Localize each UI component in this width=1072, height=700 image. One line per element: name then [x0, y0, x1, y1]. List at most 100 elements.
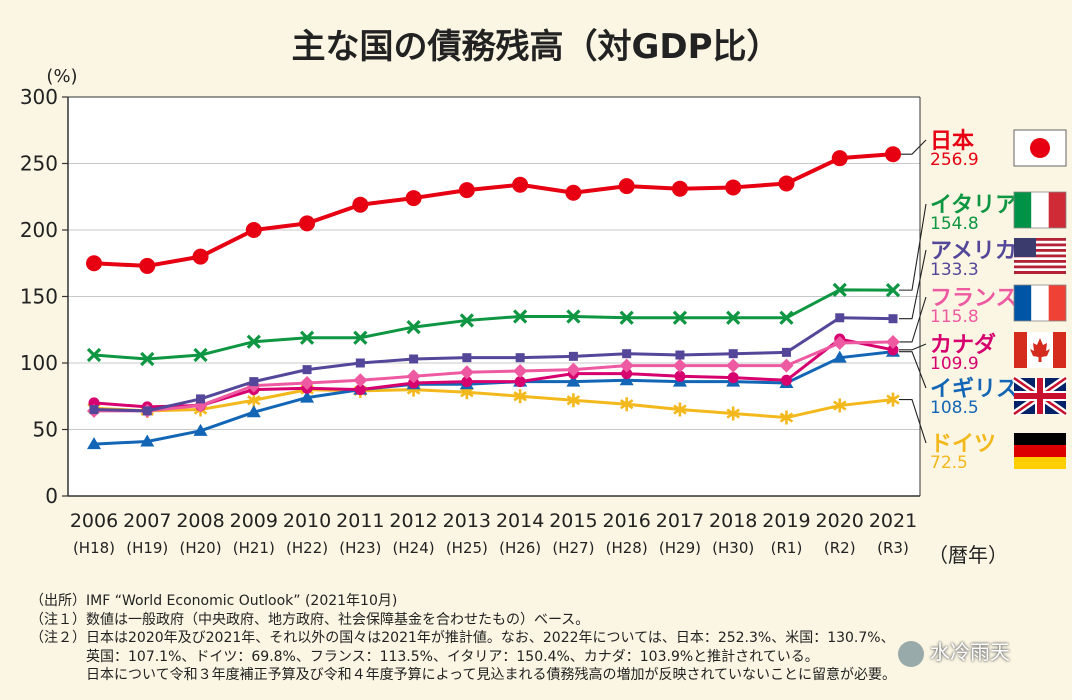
data-point: [780, 374, 792, 386]
data-point: [245, 222, 262, 238]
data-point: [405, 190, 422, 207]
x-era-label: (R2): [824, 539, 856, 557]
data-point: [886, 334, 900, 349]
x-tick-label: 2008: [176, 510, 224, 532]
x-tick-label: 2019: [762, 510, 810, 532]
legend-value-1: 154.8: [930, 214, 979, 234]
data-point: [89, 405, 99, 415]
data-point: [835, 313, 845, 323]
data-point: [353, 373, 368, 388]
x-era-label: (H30): [712, 539, 754, 557]
data-point: [302, 365, 312, 375]
leader-line-4: [899, 343, 927, 351]
legend-name-5: イギリス: [930, 377, 1018, 402]
chart-title: 主な国の債務残高（対GDP比）: [291, 27, 780, 67]
data-point: [619, 358, 634, 373]
data-point: [86, 347, 102, 363]
data-point: [779, 358, 794, 373]
footnotes: （出所）IMF “World Economic Outlook” (2021年1…: [30, 592, 1070, 685]
legend-name-3: フランス: [930, 286, 1018, 311]
data-point: [885, 146, 901, 163]
y-tick-label: 150: [20, 285, 58, 309]
data-point: [566, 393, 581, 408]
data-point: [726, 406, 740, 421]
x-era-label: (H18): [73, 539, 115, 557]
series-line: [94, 340, 894, 413]
data-point: [619, 373, 634, 386]
x-era-label: (H26): [499, 539, 541, 557]
legend-name-0: 日本: [930, 129, 974, 154]
data-point: [725, 179, 742, 196]
data-point: [355, 358, 365, 368]
watermark: 水冷雨天: [898, 636, 1010, 667]
y-tick-label: 50: [33, 418, 58, 442]
data-point: [728, 349, 738, 359]
data-point: [513, 389, 527, 404]
series-line: [93, 288, 894, 361]
data-point: [142, 406, 152, 416]
legend-leader-lines: [899, 139, 927, 444]
legend-name-1: イタリア: [930, 193, 1017, 218]
flag-france: [1013, 284, 1067, 322]
x-tick-label: 2006: [70, 510, 118, 532]
data-point: [568, 351, 578, 361]
leader-line-5: [899, 351, 927, 389]
data-point: [672, 310, 688, 325]
data-point: [515, 353, 525, 363]
leader-line-0: [899, 139, 927, 155]
data-point: [512, 176, 529, 193]
series-3: [87, 334, 900, 418]
data-point: [87, 437, 101, 450]
data-point: [566, 309, 581, 324]
x-era-label: (H21): [233, 539, 275, 557]
legend-value-3: 115.8: [930, 307, 979, 327]
data-point: [565, 184, 582, 201]
data-point: [832, 350, 847, 363]
series-line: [93, 337, 894, 409]
data-point: [140, 351, 155, 367]
y-tick-label: 0: [45, 484, 58, 508]
flag-canada: [1014, 332, 1066, 368]
x-era-label: (H22): [286, 539, 328, 557]
grid-lines: [62, 96, 921, 497]
data-point: [671, 180, 688, 197]
data-point: [246, 334, 261, 349]
flag-italy: [1013, 191, 1067, 229]
data-point: [726, 358, 741, 373]
data-point: [459, 365, 474, 380]
data-point: [196, 394, 206, 404]
legend-value-0: 256.9: [930, 150, 979, 170]
data-point: [514, 376, 526, 388]
data-point: [781, 347, 791, 357]
x-tick-label: 2009: [230, 510, 278, 532]
x-tick-label: 2018: [709, 510, 757, 532]
x-tick-label: 2010: [283, 510, 331, 532]
data-point: [513, 309, 528, 324]
leader-line-3: [899, 296, 927, 343]
x-era-label: (H20): [179, 539, 221, 557]
series-2: [89, 313, 898, 416]
x-era-label: (R1): [771, 539, 803, 557]
series-line: [93, 152, 894, 268]
data-point: [727, 372, 739, 384]
wechat-icon: [898, 640, 924, 667]
data-point: [193, 347, 208, 363]
data-point: [462, 353, 472, 363]
x-era-label: (H24): [393, 539, 435, 557]
legend-value-4: 109.9: [930, 354, 979, 374]
data-point: [726, 310, 741, 325]
leader-line-1: [899, 203, 927, 291]
series-lines: [86, 146, 901, 450]
x-tick-labels: 2006 (H18) 2007 (H19) 2008 (H20) 2009 (H21) 2010…: [70, 510, 917, 557]
data-point: [246, 405, 261, 418]
series-line: [93, 388, 894, 420]
flag-japan: [1013, 129, 1067, 167]
x-tick-label: 2012: [389, 510, 437, 532]
x-era-label: (R3): [877, 539, 909, 557]
legend-value-2: 133.3: [930, 260, 979, 280]
data-point: [566, 374, 581, 387]
data-point: [885, 282, 901, 298]
data-point: [674, 370, 686, 382]
data-point: [619, 397, 634, 412]
